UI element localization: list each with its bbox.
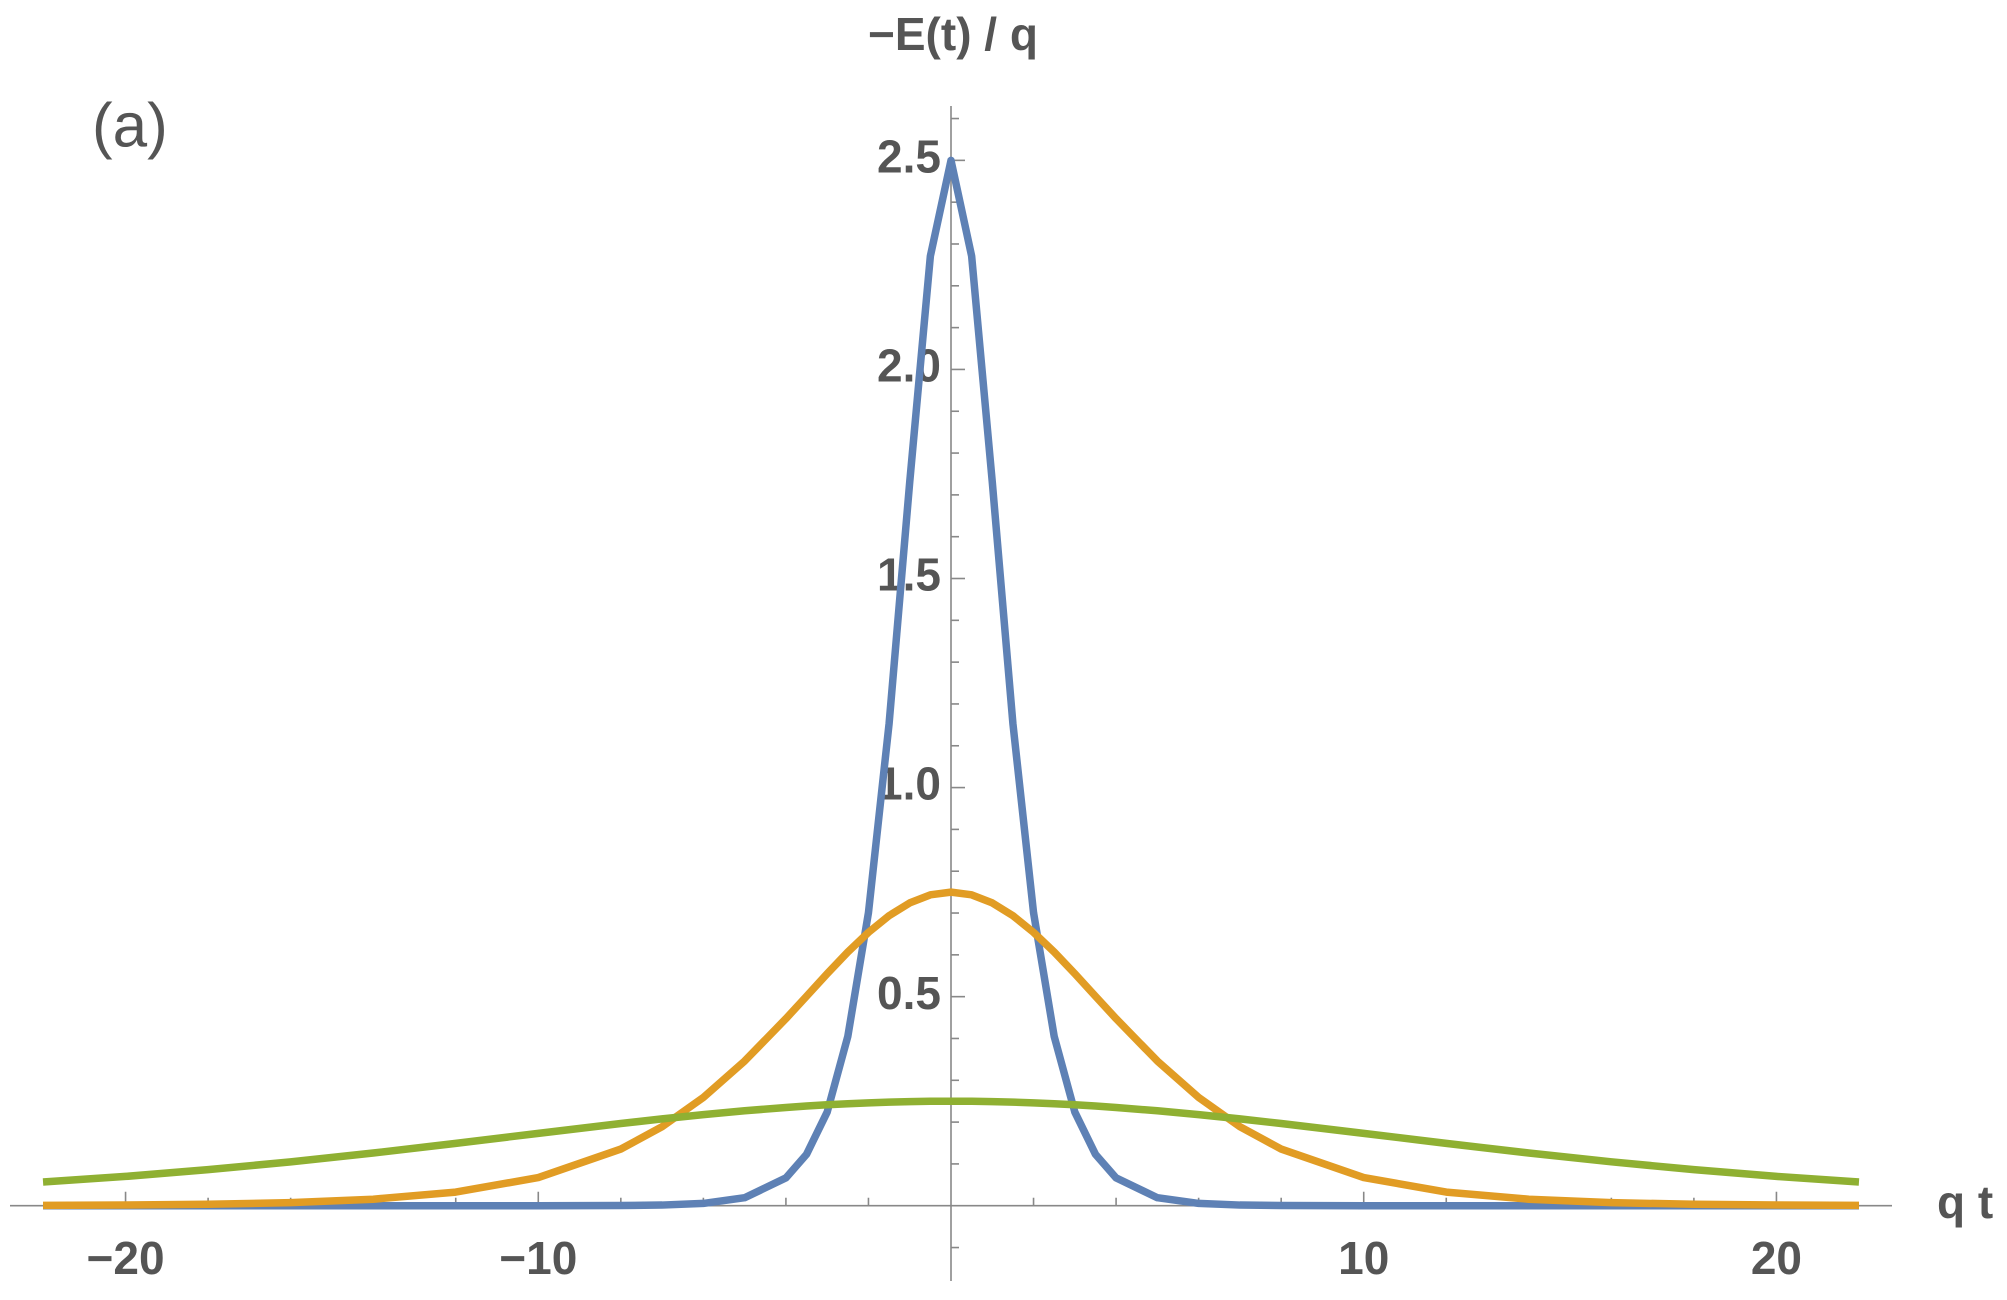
y-tick-label: 1.5 [877, 549, 941, 601]
x-tick-label: −10 [499, 1232, 577, 1284]
y-axis-label: −E(t) / q [868, 8, 1038, 60]
y-tick-label: 2.5 [877, 131, 941, 183]
series-line [42, 1097, 1860, 1186]
series-line [43, 888, 1859, 1210]
x-tick-label: 10 [1338, 1232, 1389, 1284]
y-tick-label: 0.5 [877, 967, 941, 1019]
panel-label: (a) [92, 91, 168, 160]
x-tick-label: −20 [87, 1232, 165, 1284]
x-axis-label: q t [1937, 1176, 1993, 1228]
y-tick-label: 2.0 [877, 340, 941, 392]
x-tick-label: 20 [1751, 1232, 1802, 1284]
series-line [43, 156, 1859, 1210]
